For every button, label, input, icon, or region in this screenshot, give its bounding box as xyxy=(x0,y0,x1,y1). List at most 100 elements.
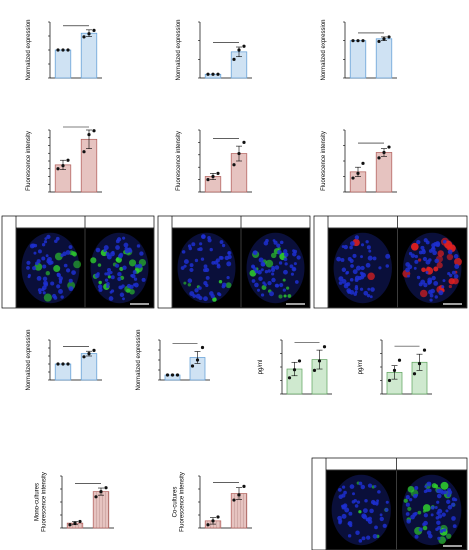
data-point xyxy=(351,39,355,43)
chart-i2: pg/ml xyxy=(358,339,432,395)
nucleus xyxy=(71,270,76,275)
nucleus xyxy=(68,286,74,292)
nucleus xyxy=(216,264,221,269)
data-point xyxy=(56,48,60,52)
nucleus xyxy=(104,278,109,282)
y-axis-label: pg/ml xyxy=(258,360,264,375)
nucleus xyxy=(189,291,195,297)
stain-signal xyxy=(71,250,76,256)
nucleus xyxy=(274,265,280,270)
nucleus xyxy=(98,287,103,292)
data-point xyxy=(61,48,65,52)
nucleus xyxy=(428,289,433,295)
y-axis-label-line: Normalized expression xyxy=(321,19,327,80)
nucleus xyxy=(423,520,428,526)
nucleus xyxy=(271,272,275,276)
data-point xyxy=(99,490,103,494)
stain-signal xyxy=(183,281,187,285)
nucleus xyxy=(345,270,350,275)
nucleus xyxy=(209,247,213,252)
nucleus xyxy=(97,284,103,289)
nucleus xyxy=(385,264,389,268)
nucleus xyxy=(189,263,194,268)
nucleus xyxy=(349,523,353,528)
nucleus xyxy=(434,506,438,510)
stain-signal xyxy=(286,286,290,290)
nucleus xyxy=(451,516,456,521)
nucleus xyxy=(227,251,231,255)
nucleus xyxy=(42,264,47,269)
nucleus xyxy=(441,512,446,517)
nucleus xyxy=(271,277,276,283)
nucleus xyxy=(203,280,208,286)
nucleus xyxy=(42,276,48,282)
stain-signal xyxy=(419,289,428,298)
data-point xyxy=(211,72,215,76)
nucleus xyxy=(405,512,410,516)
nucleus xyxy=(341,505,346,510)
y-axis-label: Normalized expression xyxy=(26,329,32,390)
data-point xyxy=(382,37,386,41)
data-point xyxy=(242,484,246,488)
stain-signal xyxy=(437,250,444,257)
nucleus xyxy=(364,499,368,503)
data-point xyxy=(200,345,205,350)
nucleus xyxy=(343,244,348,250)
nucleus xyxy=(338,488,342,492)
data-point xyxy=(216,72,220,76)
data-point xyxy=(56,362,60,366)
nucleus xyxy=(56,272,61,277)
nucleus xyxy=(189,267,194,273)
nucleus xyxy=(405,495,410,500)
nucleus xyxy=(341,493,346,498)
data-point xyxy=(61,164,65,168)
nucleus xyxy=(205,275,210,280)
data-point xyxy=(190,364,195,368)
nucleus xyxy=(183,264,187,268)
nucleus xyxy=(358,481,363,486)
nucleus xyxy=(426,481,432,487)
nucleus xyxy=(191,242,196,247)
data-point xyxy=(287,376,292,380)
data-point xyxy=(195,358,200,362)
data-point xyxy=(312,368,317,372)
data-point xyxy=(237,493,241,497)
data-point xyxy=(66,362,70,366)
data-point xyxy=(292,368,297,372)
nucleus xyxy=(47,260,53,266)
nucleus xyxy=(343,283,349,289)
nucleus xyxy=(349,484,355,489)
stain-signal xyxy=(97,263,102,267)
nucleus xyxy=(293,262,297,266)
image-panel-img-col1a1 xyxy=(1,215,155,309)
spheroid xyxy=(21,232,80,304)
nucleus xyxy=(360,255,363,259)
nucleus xyxy=(200,257,205,261)
nucleus xyxy=(194,288,199,293)
y-axis-label: pg/ml xyxy=(358,360,364,375)
data-point xyxy=(82,35,86,39)
nucleus xyxy=(141,277,146,282)
nucleus xyxy=(115,263,120,268)
data-point xyxy=(73,521,77,525)
spheroid xyxy=(403,232,462,304)
nucleus xyxy=(375,501,379,505)
nucleus xyxy=(132,283,136,287)
data-point xyxy=(232,498,236,502)
nucleus xyxy=(187,278,193,283)
nucleus xyxy=(279,283,284,288)
nucleus xyxy=(41,243,46,247)
nucleus xyxy=(452,524,457,529)
nucleus xyxy=(378,266,382,270)
y-axis-label-line: Fluorescence intensity xyxy=(26,131,32,191)
nucleus xyxy=(352,253,357,258)
y-axis-label: Fluorescence intensity xyxy=(321,131,327,191)
stain-signal xyxy=(446,533,452,539)
nucleus xyxy=(422,256,428,262)
data-point xyxy=(92,129,96,133)
nucleus xyxy=(203,264,208,269)
data-point xyxy=(87,352,91,356)
nucleus xyxy=(347,257,352,262)
nucleus xyxy=(379,516,384,522)
nucleus xyxy=(126,283,132,289)
